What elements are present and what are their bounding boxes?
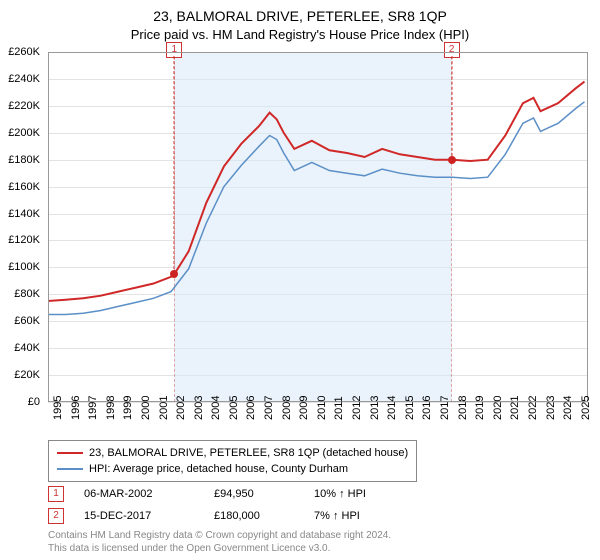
legend-label: HPI: Average price, detached house, Coun… xyxy=(89,463,348,475)
x-tick-label: 2024 xyxy=(562,396,574,420)
x-tick-label: 2002 xyxy=(175,396,187,420)
legend-label: 23, BALMORAL DRIVE, PETERLEE, SR8 1QP (d… xyxy=(89,447,408,459)
x-tick-label: 2018 xyxy=(457,396,469,420)
transaction-pct: 10% ↑ HPI xyxy=(314,488,414,500)
title-block: 23, BALMORAL DRIVE, PETERLEE, SR8 1QP Pr… xyxy=(0,0,600,42)
legend-row: 23, BALMORAL DRIVE, PETERLEE, SR8 1QP (d… xyxy=(57,445,408,461)
x-tick-label: 2012 xyxy=(351,396,363,420)
y-tick-label: £100K xyxy=(8,261,40,273)
transaction-pct: 7% ↑ HPI xyxy=(314,510,414,522)
x-tick-label: 2000 xyxy=(140,396,152,420)
x-tick-label: 2023 xyxy=(545,396,557,420)
x-tick-label: 2003 xyxy=(193,396,205,420)
footnote-l1: Contains HM Land Registry data © Crown c… xyxy=(48,530,391,543)
x-tick-label: 1995 xyxy=(52,396,64,420)
transaction-price: £180,000 xyxy=(214,510,314,522)
legend-row: HPI: Average price, detached house, Coun… xyxy=(57,461,408,477)
transaction-date: 15-DEC-2017 xyxy=(84,510,214,522)
plot-area: 12 xyxy=(48,52,588,402)
x-tick-label: 2009 xyxy=(298,396,310,420)
y-tick-label: £200K xyxy=(8,127,40,139)
transaction-date: 06-MAR-2002 xyxy=(84,488,214,500)
transaction-price: £94,950 xyxy=(214,488,314,500)
y-tick-label: £0 xyxy=(28,396,40,408)
x-tick-label: 2013 xyxy=(369,396,381,420)
y-axis: £0£20K£40K£60K£80K£100K£120K£140K£160K£1… xyxy=(0,52,44,402)
y-tick-label: £140K xyxy=(8,208,40,220)
x-tick-label: 2016 xyxy=(421,396,433,420)
chart-subtitle: Price paid vs. HM Land Registry's House … xyxy=(0,27,600,42)
x-tick-label: 2006 xyxy=(245,396,257,420)
chart-container: 23, BALMORAL DRIVE, PETERLEE, SR8 1QP Pr… xyxy=(0,0,600,560)
x-tick-label: 1997 xyxy=(87,396,99,420)
x-tick-label: 2001 xyxy=(158,396,170,420)
y-tick-label: £60K xyxy=(14,315,40,327)
transaction-row: 2 15-DEC-2017£180,0007% ↑ HPI xyxy=(48,505,414,527)
transaction-flag: 2 xyxy=(48,508,64,524)
y-tick-label: £80K xyxy=(14,288,40,300)
y-tick-label: £220K xyxy=(8,100,40,112)
x-tick-label: 1998 xyxy=(105,396,117,420)
x-tick-label: 2022 xyxy=(527,396,539,420)
x-tick-label: 2011 xyxy=(333,396,345,420)
y-tick-label: £240K xyxy=(8,73,40,85)
x-tick-label: 2005 xyxy=(228,396,240,420)
x-tick-label: 2008 xyxy=(281,396,293,420)
x-tick-label: 2020 xyxy=(492,396,504,420)
y-tick-label: £20K xyxy=(14,369,40,381)
x-tick-label: 2015 xyxy=(404,396,416,420)
x-tick-label: 2010 xyxy=(316,396,328,420)
legend-swatch xyxy=(57,468,83,470)
y-tick-label: £160K xyxy=(8,181,40,193)
y-tick-label: £180K xyxy=(8,154,40,166)
x-tick-label: 2014 xyxy=(386,396,398,420)
plot-border xyxy=(48,52,588,402)
footnote-l2: This data is licensed under the Open Gov… xyxy=(48,543,391,556)
x-tick-label: 2021 xyxy=(509,396,521,420)
x-tick-label: 1999 xyxy=(122,396,134,420)
y-tick-label: £120K xyxy=(8,234,40,246)
x-tick-label: 2019 xyxy=(474,396,486,420)
transaction-flag: 1 xyxy=(48,486,64,502)
x-tick-label: 2025 xyxy=(580,396,592,420)
transaction-row: 1 06-MAR-2002£94,95010% ↑ HPI xyxy=(48,483,414,505)
x-tick-label: 2007 xyxy=(263,396,275,420)
chart-title: 23, BALMORAL DRIVE, PETERLEE, SR8 1QP xyxy=(0,8,600,24)
footnote: Contains HM Land Registry data © Crown c… xyxy=(48,530,391,555)
legend-swatch xyxy=(57,452,83,454)
x-tick-label: 2017 xyxy=(439,396,451,420)
x-tick-label: 1996 xyxy=(70,396,82,420)
legend: 23, BALMORAL DRIVE, PETERLEE, SR8 1QP (d… xyxy=(48,440,417,482)
transaction-table: 1 06-MAR-2002£94,95010% ↑ HPI 2 15-DEC-2017… xyxy=(48,483,414,527)
x-axis: 1995199619971998199920002001200220032004… xyxy=(48,404,588,444)
y-tick-label: £40K xyxy=(14,342,40,354)
x-tick-label: 2004 xyxy=(210,396,222,420)
y-tick-label: £260K xyxy=(8,46,40,58)
